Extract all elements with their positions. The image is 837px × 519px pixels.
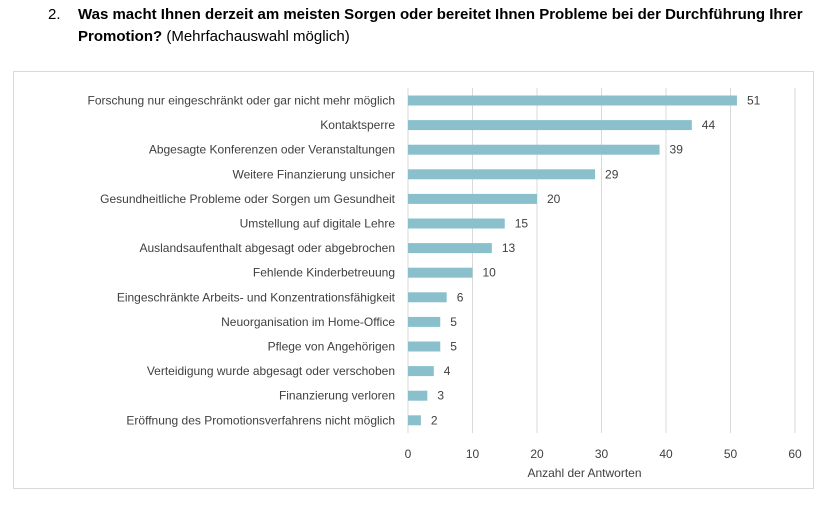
grid-lines [407, 88, 796, 433]
x-tick-label: 40 [659, 447, 673, 461]
category-label: Neuorganisation im Home-Office [221, 315, 395, 329]
x-tick-label: 50 [724, 447, 738, 461]
category-labels: Forschung nur eingeschränkt oder gar nic… [88, 94, 396, 428]
bar [408, 415, 421, 426]
category-label: Finanzierung verloren [279, 389, 395, 403]
category-label: Auslandsaufenthalt abgesagt oder abgebro… [139, 241, 395, 255]
category-label: Eingeschränkte Arbeits- und Konzentratio… [117, 290, 396, 304]
category-label: Weitere Finanzierung unsicher [232, 167, 395, 181]
data-label: 29 [605, 167, 619, 181]
data-label: 44 [702, 118, 716, 132]
data-label: 3 [437, 389, 444, 403]
x-tick-label: 60 [788, 447, 802, 461]
question-text-normal: (Mehrfachauswahl möglich) [162, 28, 350, 45]
category-label: Abgesagte Konferenzen oder Veranstaltung… [149, 143, 395, 157]
bar [408, 193, 537, 204]
bar [408, 316, 441, 327]
bar [408, 292, 447, 303]
category-label: Umstellung auf digitale Lehre [240, 217, 396, 231]
bar [408, 144, 660, 155]
x-axis-title: Anzahl der Antworten [527, 466, 641, 480]
x-tick-label: 30 [595, 447, 609, 461]
question-text-bold: Was macht Ihnen derzeit am meisten Sorge… [78, 6, 803, 45]
bar [408, 366, 434, 377]
bar [408, 390, 428, 401]
category-label: Eröffnung des Promotionsverfahrens nicht… [126, 413, 395, 427]
data-label: 5 [450, 315, 457, 329]
data-label: 51 [747, 94, 761, 108]
bar [408, 243, 492, 254]
bar [408, 218, 505, 229]
category-label: Pflege von Angehörigen [268, 340, 395, 354]
x-tick-label: 0 [405, 447, 412, 461]
x-tick-labels: 0 10 20 30 40 50 60 [405, 447, 802, 461]
data-label: 2 [431, 413, 438, 427]
bar [408, 95, 737, 106]
bar [408, 169, 596, 180]
x-tick-label: 10 [466, 447, 480, 461]
bar [408, 120, 692, 131]
data-label: 5 [450, 340, 457, 354]
data-label: 15 [515, 217, 529, 231]
data-label: 20 [547, 192, 561, 206]
category-label: Kontaktsperre [320, 118, 395, 132]
data-label: 13 [502, 241, 516, 255]
data-label: 4 [444, 364, 451, 378]
bar [408, 267, 473, 278]
data-label: 39 [670, 143, 684, 157]
data-label: 6 [457, 290, 464, 304]
data-label: 10 [483, 266, 497, 280]
category-label: Fehlende Kinderbetreuung [253, 266, 395, 280]
category-label: Gesundheitliche Probleme oder Sorgen um … [100, 192, 396, 206]
category-label: Verteidigung wurde abgesagt oder verscho… [147, 364, 395, 378]
question-number: 2. [48, 6, 61, 23]
x-tick-label: 20 [530, 447, 544, 461]
bars [408, 95, 737, 426]
category-label: Forschung nur eingeschränkt oder gar nic… [88, 94, 396, 108]
question-text: Was macht Ihnen derzeit am meisten Sorge… [78, 4, 823, 48]
bar [408, 341, 441, 352]
